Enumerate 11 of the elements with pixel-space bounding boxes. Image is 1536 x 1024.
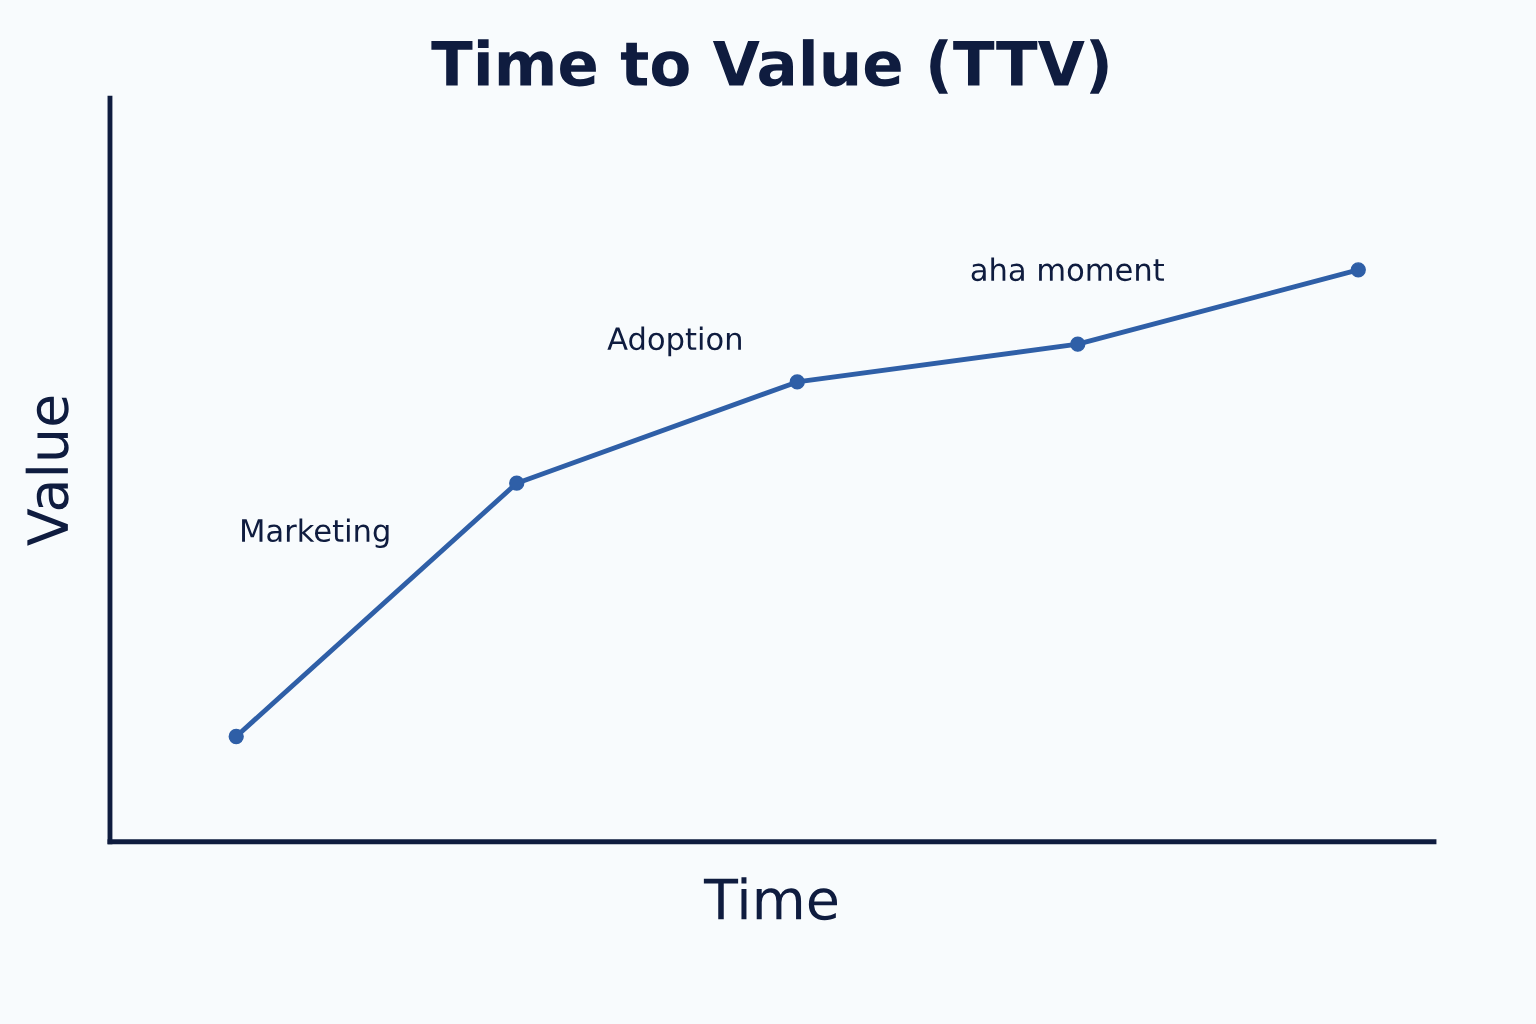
point — [228, 728, 244, 745]
point — [1070, 336, 1086, 352]
annotation: Marketing — [242, 518, 389, 548]
y-axis-title: Value — [25, 396, 69, 546]
point — [509, 475, 525, 491]
annotation: Adoption — [607, 326, 741, 357]
chart-title: Time to Value (TTV) — [431, 39, 1108, 94]
annotation: aha moment — [971, 257, 1164, 282]
point — [789, 374, 805, 390]
point — [1350, 262, 1366, 278]
x-axis-title: Time — [703, 877, 838, 921]
